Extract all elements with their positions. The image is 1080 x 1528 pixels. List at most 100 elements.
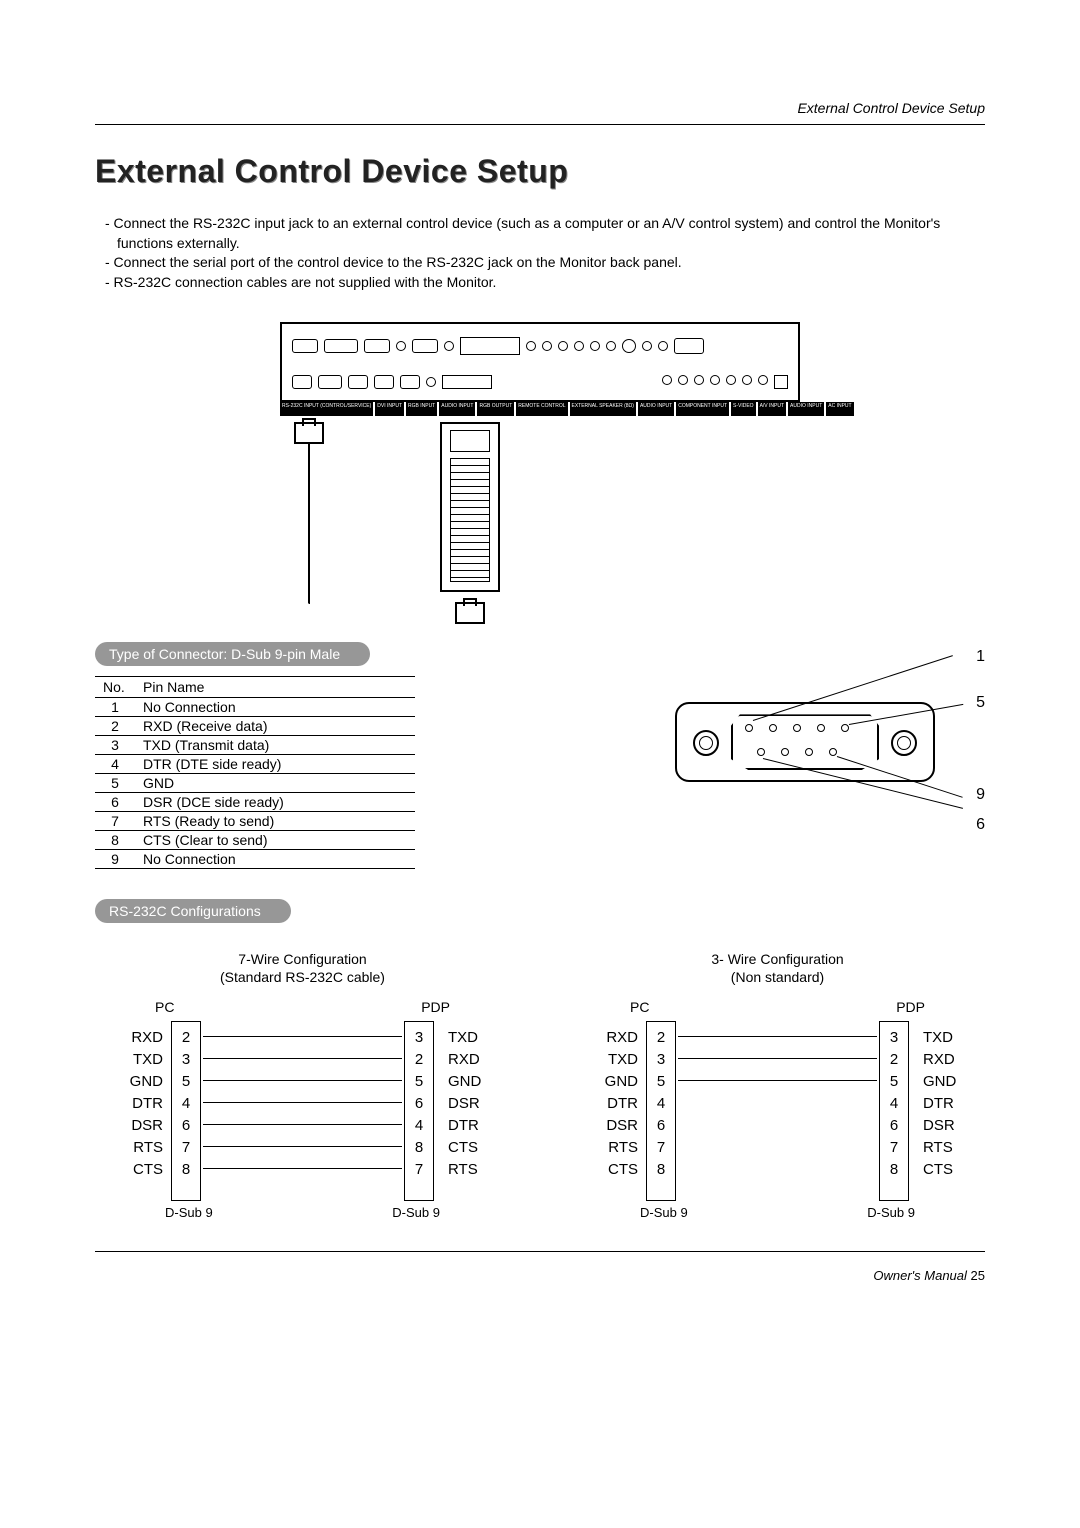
pin-name: No Connection bbox=[135, 698, 415, 717]
wiring-cell: 5 bbox=[406, 1071, 432, 1093]
pin-no: 5 bbox=[95, 774, 135, 793]
wiring-cell: 4 bbox=[406, 1115, 432, 1137]
configs-heading: RS-232C Configurations bbox=[95, 899, 291, 923]
wiring-cell: DSR bbox=[448, 1093, 498, 1115]
wiring-cell: 6 bbox=[881, 1115, 907, 1137]
rule-bottom bbox=[95, 1251, 985, 1252]
wiring-cell: 5 bbox=[173, 1071, 199, 1093]
pin-row: 5GND bbox=[95, 774, 415, 793]
wiring-cell: RTS bbox=[113, 1137, 163, 1159]
wire-line bbox=[203, 1058, 402, 1059]
cfg-title: 7-Wire Configuration bbox=[95, 951, 510, 967]
serial-cable-icon bbox=[308, 444, 310, 604]
pin-row: 6DSR (DCE side ready) bbox=[95, 793, 415, 812]
wiring-cell: 5 bbox=[881, 1071, 907, 1093]
pin-table: No. Pin Name 1No Connection2RXD (Receive… bbox=[95, 676, 415, 869]
page-number: 25 bbox=[971, 1268, 985, 1283]
wiring-cell: RXD bbox=[113, 1027, 163, 1049]
pin-row: 4DTR (DTE side ready) bbox=[95, 755, 415, 774]
wiring-cell: 3 bbox=[881, 1027, 907, 1049]
dsub-label: D-Sub 9 bbox=[867, 1205, 915, 1220]
cfg-pdp-label: PDP bbox=[896, 999, 925, 1015]
wiring-cell: GND bbox=[448, 1071, 498, 1093]
wiring-cell: 2 bbox=[648, 1027, 674, 1049]
wiring-cell: DTR bbox=[923, 1093, 973, 1115]
wiring-cell: GND bbox=[588, 1071, 638, 1093]
rear-port-label: DVI INPUT bbox=[375, 402, 404, 416]
dsub-label: D-Sub 9 bbox=[392, 1205, 440, 1220]
wiring-cell: 4 bbox=[173, 1093, 199, 1115]
pin-name: RTS (Ready to send) bbox=[135, 812, 415, 831]
pin-no: 4 bbox=[95, 755, 135, 774]
wiring-cell: 8 bbox=[648, 1159, 674, 1181]
wire-line bbox=[203, 1036, 402, 1037]
pin-th-name: Pin Name bbox=[135, 677, 415, 698]
footer: Owner's Manual 25 bbox=[95, 1268, 985, 1283]
bullet-2: - Connect the serial port of the control… bbox=[95, 253, 985, 273]
pin-no: 7 bbox=[95, 812, 135, 831]
db9-connector-top-icon bbox=[294, 422, 324, 444]
wiring-cell: 4 bbox=[881, 1093, 907, 1115]
intro-bullets: - Connect the RS-232C input jack to an e… bbox=[95, 214, 985, 292]
pin-no: 2 bbox=[95, 717, 135, 736]
dsub-diagram: 1 5 9 6 bbox=[645, 652, 985, 852]
wiring-cell: DSR bbox=[113, 1115, 163, 1137]
wiring-cell: CTS bbox=[113, 1159, 163, 1181]
dsub-label: D-Sub 9 bbox=[640, 1205, 688, 1220]
pin-row: 7RTS (Ready to send) bbox=[95, 812, 415, 831]
pin-row: 1No Connection bbox=[95, 698, 415, 717]
wire-line bbox=[203, 1102, 402, 1103]
pin-label-6: 6 bbox=[976, 816, 985, 834]
pin-name: DSR (DCE side ready) bbox=[135, 793, 415, 812]
wiring-cell: TXD bbox=[448, 1027, 498, 1049]
pin-label-9: 9 bbox=[976, 786, 985, 804]
rear-port-labels: RS-232C INPUT (CONTROL/SERVICE)DVI INPUT… bbox=[280, 402, 800, 416]
rear-port-label: S-VIDEO bbox=[731, 402, 756, 416]
pin-row: 3TXD (Transmit data) bbox=[95, 736, 415, 755]
bullet-1: - Connect the RS-232C input jack to an e… bbox=[95, 214, 985, 253]
rear-port-label: RGB INPUT bbox=[406, 402, 437, 416]
pin-row: 8CTS (Clear to send) bbox=[95, 831, 415, 850]
wiring-cell: TXD bbox=[923, 1027, 973, 1049]
wiring-cell: CTS bbox=[448, 1137, 498, 1159]
wiring-cell: DSR bbox=[588, 1115, 638, 1137]
monitor-rear-panel bbox=[280, 322, 800, 402]
wiring-cell: RTS bbox=[588, 1137, 638, 1159]
cfg-subtitle: (Standard RS-232C cable) bbox=[95, 969, 510, 985]
wiring-cell: TXD bbox=[113, 1049, 163, 1071]
rear-port-label: RS-232C INPUT (CONTROL/SERVICE) bbox=[280, 402, 373, 416]
pin-name: RXD (Receive data) bbox=[135, 717, 415, 736]
wiring-cell: CTS bbox=[923, 1159, 973, 1181]
wire-line bbox=[203, 1080, 402, 1081]
wiring-cell: 6 bbox=[648, 1115, 674, 1137]
wiring-cell: DTR bbox=[113, 1093, 163, 1115]
cfg-subtitle: (Non standard) bbox=[570, 969, 985, 985]
rear-port-label: REMOTE CONTROL bbox=[516, 402, 567, 416]
pin-name: DTR (DTE side ready) bbox=[135, 755, 415, 774]
wiring-cell: 7 bbox=[406, 1159, 432, 1181]
wiring-cell: RXD bbox=[588, 1027, 638, 1049]
pin-row: 9No Connection bbox=[95, 850, 415, 869]
wiring-cell: DTR bbox=[588, 1093, 638, 1115]
running-header: External Control Device Setup bbox=[95, 100, 985, 116]
pin-name: CTS (Clear to send) bbox=[135, 831, 415, 850]
db9-connector-bottom-icon bbox=[455, 602, 485, 624]
footer-text: Owner's Manual bbox=[873, 1268, 967, 1283]
wiring-cell: 8 bbox=[881, 1159, 907, 1181]
wire-line bbox=[678, 1036, 877, 1037]
cfg-pc-label: PC bbox=[630, 999, 649, 1015]
pin-no: 8 bbox=[95, 831, 135, 850]
pin-th-no: No. bbox=[95, 677, 135, 698]
wiring-cell: GND bbox=[923, 1071, 973, 1093]
pin-row: 2RXD (Receive data) bbox=[95, 717, 415, 736]
wire-line bbox=[678, 1058, 877, 1059]
rule-top bbox=[95, 124, 985, 125]
connector-heading: Type of Connector: D-Sub 9-pin Male bbox=[95, 642, 370, 666]
serial-cable-icon bbox=[308, 602, 470, 622]
cfg-pc-label: PC bbox=[155, 999, 174, 1015]
wiring-cell: 4 bbox=[648, 1093, 674, 1115]
rear-port-label: AUDIO INPUT bbox=[788, 402, 824, 416]
rear-port-label: AUDIO INPUT bbox=[439, 402, 475, 416]
rear-port-label: AC INPUT bbox=[826, 402, 853, 416]
wiring-cell: 6 bbox=[406, 1093, 432, 1115]
